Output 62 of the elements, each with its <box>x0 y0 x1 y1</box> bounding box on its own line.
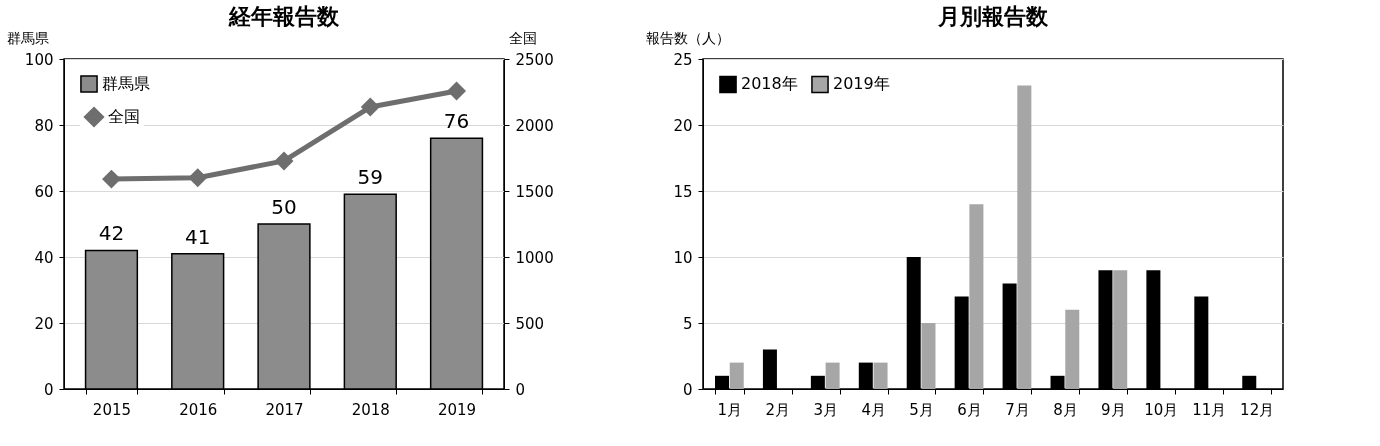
legend-label: 2019年 <box>833 74 890 94</box>
y-tick-label: 0 <box>682 380 693 399</box>
x-tick-label: 4月 <box>861 400 886 419</box>
bar <box>1065 309 1080 389</box>
y-tick-label: 60 <box>34 182 54 201</box>
y-tick-label: 5 <box>682 314 693 333</box>
data-label: 41 <box>185 224 211 249</box>
x-tick-label: 7月 <box>1005 400 1030 419</box>
x-tick-label: 2015 <box>92 400 132 419</box>
x-tick-label: 2016 <box>179 400 218 419</box>
y2-tick-label: 0 <box>515 380 526 399</box>
bar <box>921 323 936 389</box>
y-tick-label: 25 <box>673 50 693 69</box>
chart-title: 経年報告数 <box>228 4 340 29</box>
x-tick-label: 2018 <box>351 400 390 419</box>
x-tick-label: 5月 <box>909 400 934 419</box>
x-tick-label: 10月 <box>1144 400 1179 419</box>
x-tick-label: 11月 <box>1192 400 1227 419</box>
x-tick-label: 6月 <box>957 400 982 419</box>
y-tick-label: 80 <box>34 116 54 135</box>
y2-tick-label: 1000 <box>515 248 554 267</box>
y-tick-label: 100 <box>24 50 54 69</box>
bar <box>969 204 984 389</box>
y2-tick-label: 1500 <box>515 182 554 201</box>
y-tick-label: 15 <box>673 182 693 201</box>
x-tick-label: 3月 <box>813 400 838 419</box>
x-tick-label: 8月 <box>1053 400 1078 419</box>
bar <box>1017 85 1032 389</box>
x-tick-label: 12月 <box>1240 400 1275 419</box>
point <box>188 168 207 187</box>
bar <box>729 362 744 389</box>
chart-title: 月別報告数 <box>937 4 1049 29</box>
bar <box>825 362 840 389</box>
y-tick-label: 0 <box>43 380 54 399</box>
legend-label: 2018年 <box>741 74 798 94</box>
y-axis-title: 報告数（人） <box>645 29 730 46</box>
y-tick-label: 20 <box>34 314 54 333</box>
x-tick-label: 2月 <box>765 400 791 419</box>
point <box>447 82 466 101</box>
data-label: 76 <box>443 109 470 134</box>
legend-label: 群馬県 <box>102 74 150 93</box>
point <box>361 97 380 117</box>
x-tick-label: 9月 <box>1101 400 1126 419</box>
x-tick-label: 2019 <box>437 400 477 419</box>
y-tick-label: 40 <box>34 248 54 267</box>
data-label: 50 <box>271 195 297 219</box>
y2-tick-label: 2000 <box>515 116 554 135</box>
y2-tick-label: 500 <box>515 314 545 333</box>
bar <box>1113 270 1128 389</box>
point <box>102 170 121 189</box>
y-axis-title: 群馬県 <box>6 29 49 46</box>
y2-tick-label: 2500 <box>515 50 554 69</box>
y-tick-label: 20 <box>673 116 693 135</box>
y-tick-label: 10 <box>673 248 693 267</box>
x-tick-label: 2017 <box>265 400 304 419</box>
y2-axis-title: 全国 <box>508 29 537 46</box>
data-label: 59 <box>357 165 383 190</box>
x-tick-label: 1月 <box>717 400 743 419</box>
bar <box>873 362 888 389</box>
data-label: 42 <box>98 221 125 246</box>
point <box>274 151 294 170</box>
legend-label: 全国 <box>108 107 140 126</box>
